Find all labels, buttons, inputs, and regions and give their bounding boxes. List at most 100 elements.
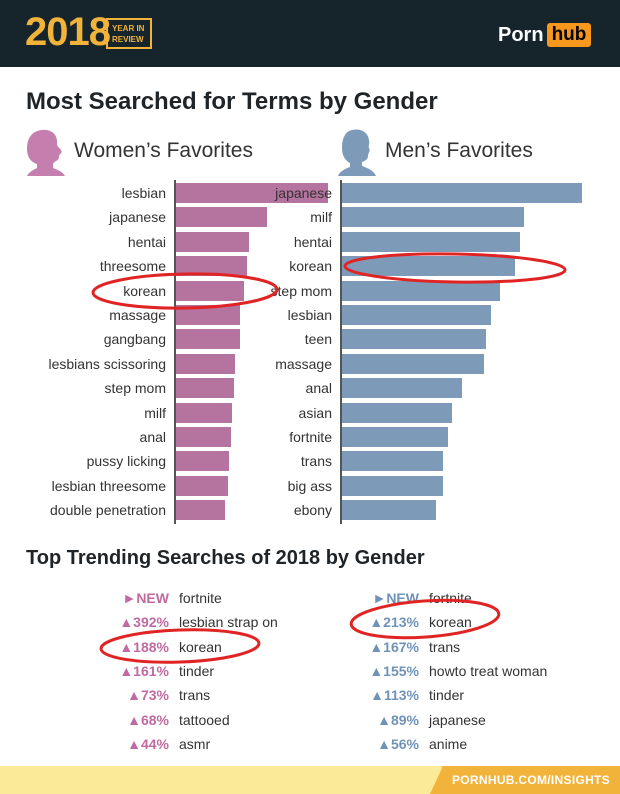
men-trend-term: fortnite: [429, 590, 472, 606]
men-trend-change: ▲56%: [377, 735, 419, 752]
men-bar-label: step mom: [270, 282, 332, 299]
women-bar-label: massage: [109, 307, 166, 323]
men-bar: [342, 402, 452, 423]
women-bar-label: milf: [144, 404, 166, 421]
men-bar-label: anal: [305, 380, 332, 397]
men-bar: [342, 280, 500, 301]
men-trend-term: korean: [429, 614, 472, 631]
men-trend-term: trans: [429, 638, 461, 655]
women-trend-change: ▲68%: [127, 711, 169, 728]
women-bar: [176, 183, 328, 203]
women-bar: [176, 305, 240, 325]
men-trend-change: ▲167%: [369, 638, 419, 655]
men-bar: [342, 500, 436, 521]
women-bar: [176, 451, 229, 472]
men-bar: [342, 305, 491, 325]
women-trend-change: ▲44%: [127, 735, 169, 752]
women-trend-change: ▲73%: [127, 687, 169, 704]
year-label-line1: YEAR IN: [112, 24, 145, 33]
man-silhouette-icon: [338, 129, 376, 176]
women-trend-change: ▲392%: [119, 614, 169, 631]
woman-silhouette-icon: [27, 129, 65, 176]
women-bar-label: japanese: [109, 209, 166, 226]
men-bar-label: asian: [298, 404, 332, 421]
women-trend-term: lesbian strap on: [179, 614, 278, 631]
women-bar: [176, 378, 234, 399]
year-number: 2018: [25, 10, 111, 54]
logo-text-left: Porn: [498, 23, 544, 46]
women-bar-label: anal: [139, 429, 166, 445]
women-trend-term: tattooed: [179, 711, 230, 728]
footer-tab-corner: [430, 766, 443, 794]
women-bar-label: threesome: [99, 258, 166, 275]
women-trend-term: korean: [179, 638, 222, 655]
women-trend-term: fortnite: [179, 590, 222, 606]
men-bar-label: massage: [275, 355, 332, 372]
men-bar: [342, 256, 515, 277]
men-trend-change: ►NEW: [372, 590, 419, 606]
women-bar-label: double penetration: [50, 502, 166, 519]
men-bar-label: korean: [289, 258, 332, 275]
men-trend-change: ▲155%: [369, 662, 419, 679]
header-banner: 2018 YEAR IN REVIEW Porn hub: [0, 0, 620, 67]
men-trend-term: tinder: [429, 687, 465, 704]
men-bar-label: milf: [310, 209, 332, 226]
men-trend-change: ▲89%: [377, 711, 419, 728]
men-bar-label: trans: [300, 453, 332, 470]
women-bar: [176, 231, 249, 252]
men-bar: [342, 183, 582, 203]
men-trend-term: howto treat woman: [429, 662, 548, 679]
women-bar-label: step mom: [104, 380, 166, 397]
women-bar: [176, 329, 240, 350]
men-bar: [342, 231, 520, 252]
men-bar-label: lesbian: [287, 307, 332, 323]
women-bar: [176, 402, 232, 423]
year-label-line2: REVIEW: [112, 35, 144, 44]
men-bar-label: fortnite: [289, 429, 332, 445]
year-in-review-badge: YEAR IN REVIEW: [106, 18, 152, 49]
logo-text-right: hub: [546, 23, 592, 47]
page-title: Most Searched for Terms by Gender: [26, 88, 438, 115]
men-bar-label: big ass: [287, 477, 332, 494]
women-bar-label: gangbang: [103, 331, 166, 348]
women-trend-term: tinder: [179, 662, 215, 679]
women-bar-label: lesbian threesome: [51, 477, 166, 494]
women-bar: [176, 475, 228, 496]
men-trend-change: ▲213%: [369, 614, 419, 631]
women-trend-term: trans: [179, 687, 211, 704]
women-bar: [176, 353, 235, 374]
women-bar-label: hentai: [127, 233, 166, 250]
men-bar-label: teen: [304, 331, 332, 348]
men-bar: [342, 207, 524, 228]
women-bar: [176, 256, 247, 277]
men-bar: [342, 353, 484, 374]
trending-title: Top Trending Searches of 2018 by Gender: [26, 547, 425, 569]
women-bar-label: pussy licking: [86, 453, 166, 470]
women-bar: [176, 500, 225, 521]
men-bar: [342, 329, 486, 350]
women-chart-axis: [174, 180, 176, 524]
men-chart-axis: [340, 180, 342, 524]
men-bar-label: ebony: [293, 502, 332, 519]
women-trend-change: ►NEW: [122, 590, 169, 606]
men-bar: [342, 427, 448, 447]
men-favorites-heading: Men’s Favorites: [385, 139, 533, 162]
insights-link[interactable]: PORNHUB.COM/INSIGHTS: [442, 766, 620, 794]
women-bar: [176, 207, 267, 228]
women-bar: [176, 427, 231, 447]
women-bar-label: lesbians scissoring: [48, 355, 167, 372]
men-bar: [342, 451, 443, 472]
women-favorites-heading: Women’s Favorites: [74, 139, 253, 162]
women-bar-label: lesbian: [121, 185, 166, 201]
men-bar-label: japanese: [275, 185, 332, 201]
women-trend-change: ▲188%: [119, 638, 169, 655]
men-bar: [342, 475, 443, 496]
men-trend-term: japanese: [429, 711, 486, 728]
men-bar-label: hentai: [293, 233, 332, 250]
women-bar-label: korean: [123, 282, 166, 299]
men-trend-term: anime: [429, 735, 468, 752]
men-bar: [342, 378, 462, 399]
women-bar: [176, 280, 244, 301]
women-trend-change: ▲161%: [119, 662, 169, 679]
brand-logo[interactable]: Porn hub: [498, 22, 592, 48]
